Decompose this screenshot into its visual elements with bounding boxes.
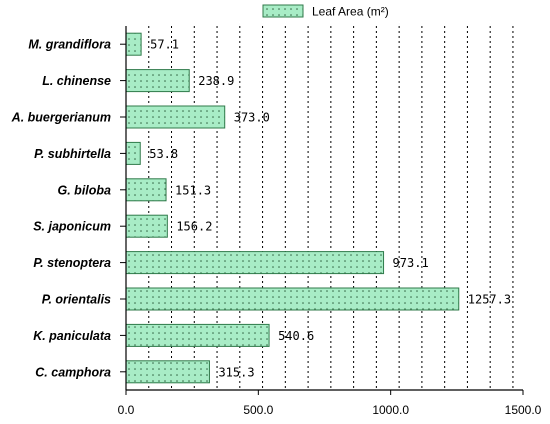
category-label-1: L. chinense — [42, 74, 111, 88]
bar-8 — [125, 323, 270, 347]
value-label-9: 315.3 — [218, 365, 254, 379]
bar-2 — [125, 105, 226, 129]
x-tick-label-0: 0.0 — [118, 403, 135, 417]
bar-5 — [125, 214, 168, 238]
axes: 0.0 500.0 1000.0 1500.0 — [118, 26, 542, 417]
category-label-9: C. camphora — [35, 365, 111, 379]
value-label-4: 151.3 — [175, 183, 211, 197]
category-label-4: G. biloba — [58, 183, 112, 197]
category-label-2: A. buergerianum — [11, 111, 111, 125]
legend: Leaf Area (m²) — [262, 4, 389, 19]
category-label-7: P. orientalis — [42, 293, 111, 307]
value-label-8: 540.6 — [278, 329, 314, 343]
value-label-0: 57.1 — [150, 38, 179, 52]
category-label-0: M. grandiflora — [28, 38, 111, 52]
value-label-1: 238.9 — [198, 74, 234, 88]
bar-9 — [125, 360, 210, 384]
bar-4 — [125, 178, 167, 202]
value-label-5: 156.2 — [176, 220, 212, 234]
bar-0 — [125, 32, 142, 56]
legend-label: Leaf Area (m²) — [312, 5, 389, 19]
category-label-8: K. paniculata — [33, 329, 111, 343]
bar-1 — [125, 69, 190, 93]
bar-6 — [125, 251, 385, 275]
legend-swatch — [262, 4, 304, 18]
value-label-2: 373.0 — [234, 111, 270, 125]
category-label-6: P. stenoptera — [33, 256, 111, 270]
value-label-6: 973.1 — [393, 256, 429, 270]
category-label-3: P. subhirtella — [34, 147, 111, 161]
gridlines — [148, 26, 514, 390]
x-tick-label-1: 500.0 — [243, 403, 273, 417]
x-tick-label-2: 1000.0 — [372, 403, 409, 417]
category-label-5: S. japonicum — [33, 220, 111, 234]
bars: 57.1 M. grandiflora 238.9 L. chinense 373.0 A… — [11, 32, 511, 384]
bar-7 — [125, 287, 460, 311]
bar-3 — [125, 141, 141, 165]
x-tick-label-3: 1500.0 — [505, 403, 542, 417]
value-label-3: 53.8 — [149, 147, 178, 161]
value-label-7: 1257.3 — [468, 293, 511, 307]
